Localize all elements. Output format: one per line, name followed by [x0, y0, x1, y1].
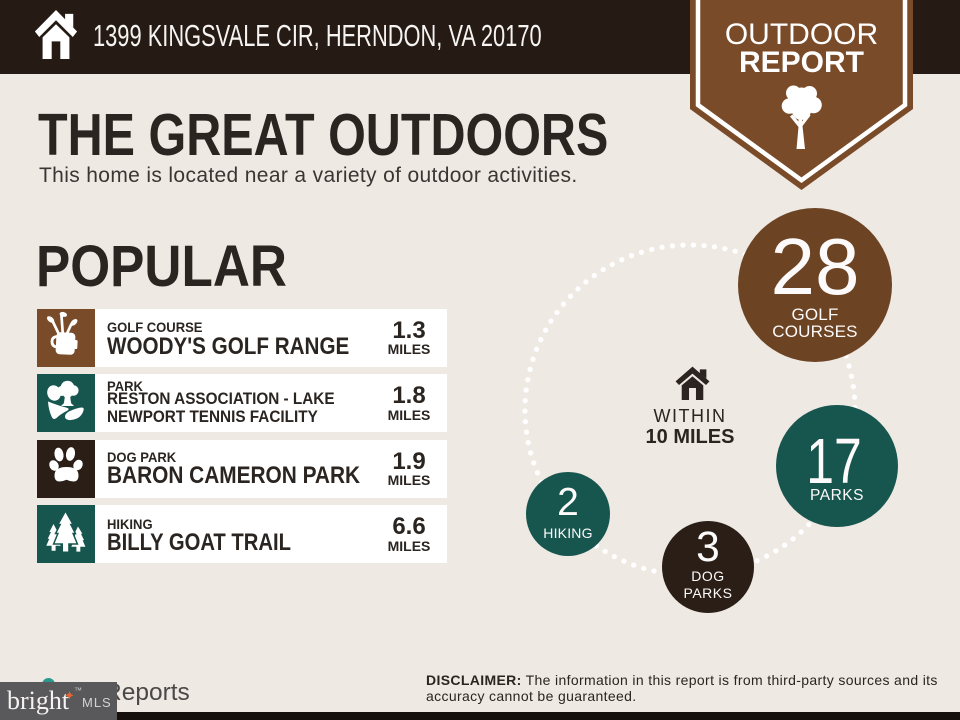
- svg-text:OUTDOOR: OUTDOOR: [725, 18, 878, 51]
- svg-text:REPORT: REPORT: [739, 46, 864, 79]
